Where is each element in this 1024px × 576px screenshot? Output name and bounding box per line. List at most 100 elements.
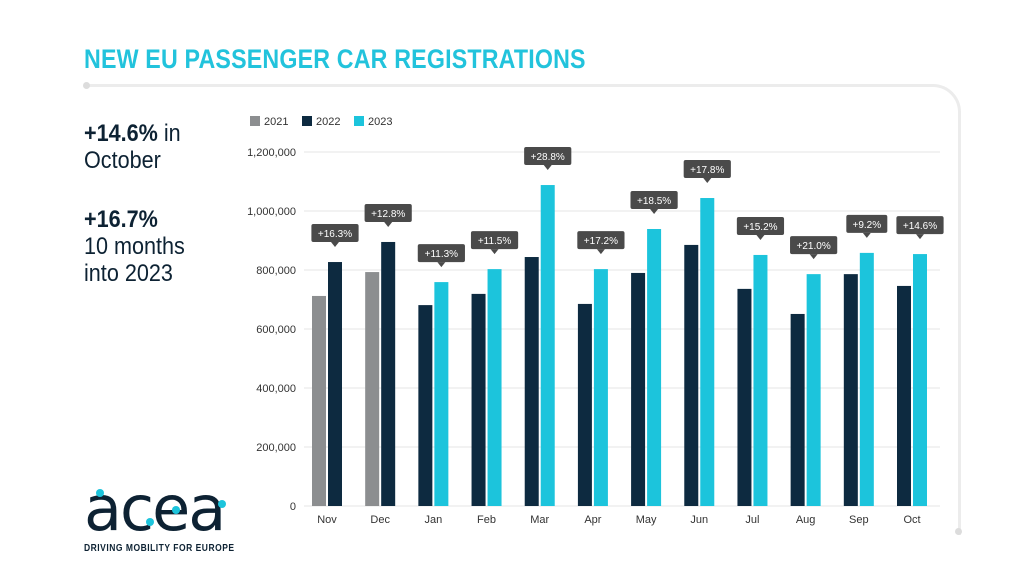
bar-2023-sep xyxy=(859,252,874,506)
x-tick-label: Feb xyxy=(477,514,496,526)
annotation-label: +11.3% xyxy=(425,249,459,260)
october-label: in xyxy=(163,120,181,147)
bar-2023-mar xyxy=(540,185,555,507)
bar-2022-feb xyxy=(471,293,486,506)
y-tick-label: 1,000,000 xyxy=(247,206,296,218)
y-tick-label: 800,000 xyxy=(256,265,296,277)
x-tick-label: Jan xyxy=(424,514,442,526)
annotation-box xyxy=(364,203,412,222)
annotation-pointer xyxy=(490,249,499,255)
annotation-box xyxy=(846,214,888,233)
bar-2023-apr xyxy=(593,269,608,506)
bar-2021-dec xyxy=(365,272,380,506)
annotation-box xyxy=(790,236,838,255)
annotation-box xyxy=(524,147,572,166)
annotation-pointer xyxy=(543,165,552,171)
y-tick-label: 200,000 xyxy=(256,442,296,454)
x-tick-label: Mar xyxy=(530,514,549,526)
annotation-label: +18.5% xyxy=(637,196,671,207)
chart-frame xyxy=(86,84,961,535)
annotation-pointer xyxy=(384,221,393,227)
annotation-label: +12.8% xyxy=(371,209,405,220)
annotation-label: +16.3% xyxy=(318,229,352,240)
x-tick-label: Apr xyxy=(584,514,601,526)
y-tick-label: 400,000 xyxy=(256,383,296,395)
x-tick-label: Oct xyxy=(903,514,920,526)
y-tick-label: 0 xyxy=(290,501,296,513)
annotation-label: +17.2% xyxy=(584,236,618,247)
bar-2022-apr xyxy=(577,303,592,506)
annotation-label: +9.2% xyxy=(852,220,881,231)
october-stat: +14.6% in October xyxy=(84,120,181,174)
frame-dot xyxy=(83,82,90,89)
x-tick-label: Sep xyxy=(849,514,869,526)
frame-dot xyxy=(955,528,962,535)
annotation-box xyxy=(683,160,731,179)
october-label2: October xyxy=(84,147,161,174)
y-tick-label: 1,200,000 xyxy=(247,147,296,159)
annotation-pointer xyxy=(596,249,605,255)
logo-text: acea xyxy=(84,478,224,538)
annotation-box xyxy=(896,216,944,235)
bar-2023-oct xyxy=(913,254,927,506)
annotation-pointer xyxy=(331,242,339,248)
annotation-box xyxy=(577,231,625,250)
legend-swatch xyxy=(250,116,260,126)
y-tick-label: 600,000 xyxy=(256,324,296,336)
annotation-pointer xyxy=(809,254,818,260)
bar-2022-jun xyxy=(684,244,699,507)
logo-tagline: DRIVING MOBILITY FOR EUROPE xyxy=(84,543,235,554)
annotation-box xyxy=(630,190,678,209)
annotation-box xyxy=(736,216,785,235)
bar-2023-may xyxy=(647,228,662,506)
x-tick-label: Dec xyxy=(370,514,390,526)
october-value: +14.6% xyxy=(84,120,158,147)
bar-2023-jan xyxy=(434,282,449,506)
bar-2023-jun xyxy=(700,198,715,506)
ytd-stat: +16.7% 10 months into 2023 xyxy=(84,206,185,287)
bar-2022-jul xyxy=(737,288,752,506)
bar-2023-aug xyxy=(806,274,821,506)
bar-2022-sep xyxy=(843,274,858,506)
ytd-label: 10 months xyxy=(84,233,185,260)
annotation-label: +28.8% xyxy=(531,152,565,163)
annotation-box xyxy=(417,244,465,263)
annotation-label: +14.6% xyxy=(903,221,937,232)
legend-swatch xyxy=(302,116,312,126)
x-tick-label: Jun xyxy=(690,514,708,526)
bar-2022-mar xyxy=(524,257,539,506)
annotation-box xyxy=(311,224,359,243)
legend-swatch xyxy=(354,116,364,126)
annotation-pointer xyxy=(916,234,924,240)
x-tick-label: May xyxy=(636,514,657,526)
annotation-label: +17.8% xyxy=(690,165,724,176)
x-tick-label: Jul xyxy=(745,514,759,526)
annotation-pointer xyxy=(756,234,765,240)
bar-2023-feb xyxy=(487,269,502,506)
bar-2022-oct xyxy=(897,285,911,506)
annotation-label: +21.0% xyxy=(797,241,831,252)
annotation-pointer xyxy=(862,232,871,238)
bar-2022-may xyxy=(631,272,646,506)
ytd-label2: into 2023 xyxy=(84,260,173,287)
x-tick-label: Aug xyxy=(796,514,816,526)
annotation-pointer xyxy=(650,208,659,214)
bar-2022-aug xyxy=(790,313,805,506)
annotation-box xyxy=(470,231,519,250)
legend-label: 2023 xyxy=(368,116,392,128)
legend-label: 2021 xyxy=(264,116,288,128)
annotation-pointer xyxy=(703,178,712,184)
x-tick-label: Nov xyxy=(317,514,337,526)
bar-2022-dec xyxy=(381,241,396,506)
annotation-pointer xyxy=(437,262,446,268)
legend-label: 2022 xyxy=(316,116,340,128)
acea-logo: acea xyxy=(84,478,226,538)
bar-2022-nov xyxy=(328,262,342,506)
annotation-label: +15.2% xyxy=(743,222,777,233)
ytd-value: +16.7% xyxy=(84,206,158,233)
bar-2021-nov xyxy=(312,295,326,506)
page-title: NEW EU PASSENGER CAR REGISTRATIONS xyxy=(84,44,586,74)
bar-2022-jan xyxy=(418,305,433,506)
bar-2023-jul xyxy=(753,254,768,506)
